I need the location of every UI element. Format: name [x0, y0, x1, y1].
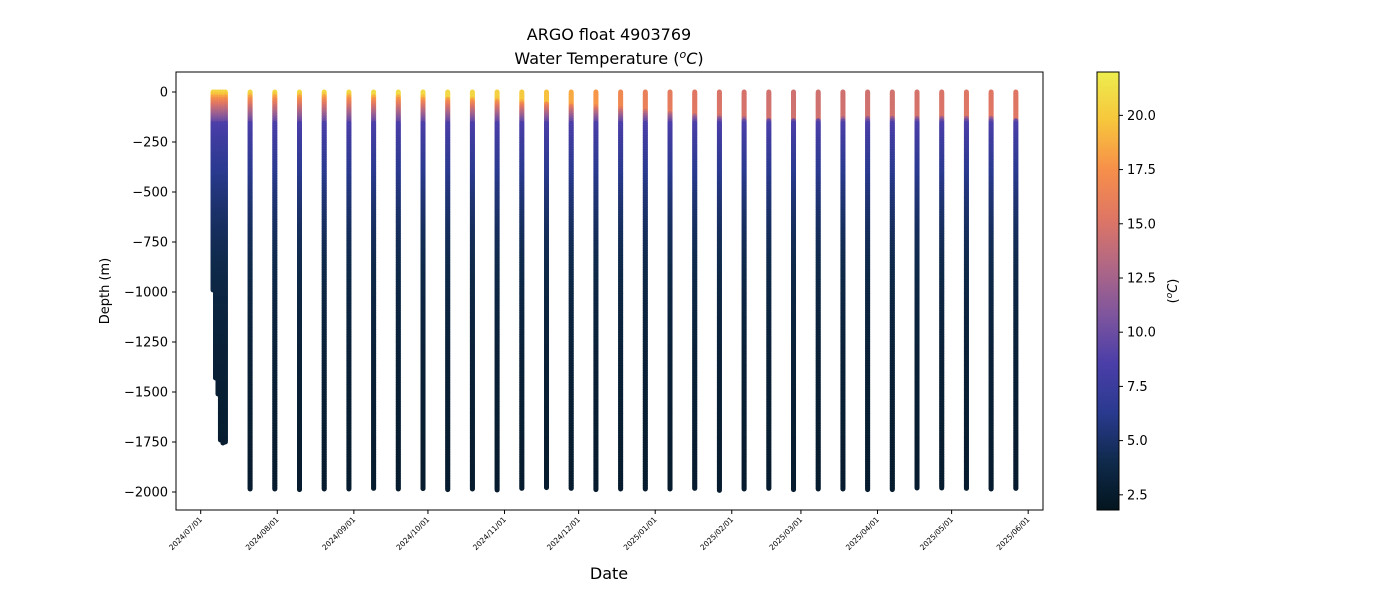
chart-title: ARGO float 4903769: [527, 25, 691, 44]
subtitle-unit-main: C: [686, 49, 698, 68]
subtitle-suffix: ): [697, 49, 703, 68]
chart-subtitle: Water Temperature (oC): [514, 48, 703, 68]
profiles-layer: [210, 89, 1019, 493]
plot-area: [176, 72, 1043, 510]
subtitle-unit-sup: o: [679, 48, 686, 61]
subtitle-prefix: Water Temperature (: [514, 49, 679, 68]
